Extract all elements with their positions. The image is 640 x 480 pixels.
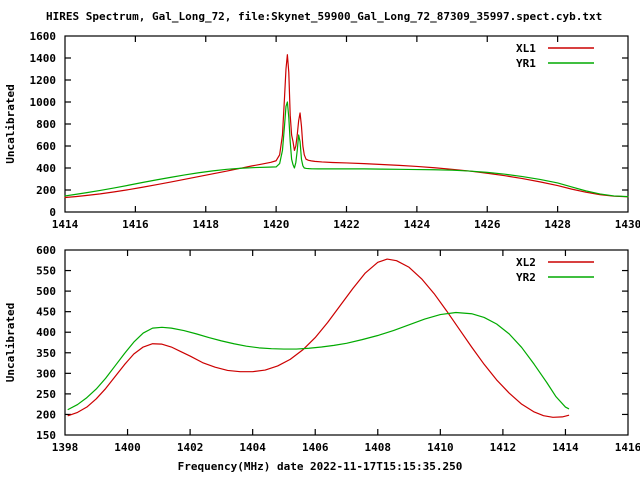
y-tick-label: 550 <box>36 265 56 278</box>
legend-label-xl1: XL1 <box>516 42 536 55</box>
x-tick-label: 1420 <box>263 218 290 231</box>
series-line-yr1 <box>64 101 629 198</box>
y-tick-label: 150 <box>36 429 56 442</box>
x-tick-label: 1428 <box>544 218 571 231</box>
series-line-xl2 <box>67 258 570 418</box>
y-tick-label: 1000 <box>30 96 57 109</box>
y-tick-label: 300 <box>36 367 56 380</box>
x-tick-label: 1412 <box>490 441 517 454</box>
y-tick-label: 600 <box>36 140 56 153</box>
y-tick-label: 500 <box>36 285 56 298</box>
x-tick-label: 1416 <box>615 441 640 454</box>
y-tick-label: 1400 <box>30 52 57 65</box>
y-tick-label: 250 <box>36 388 56 401</box>
y-tick-label: 200 <box>36 184 56 197</box>
y-tick-label: 0 <box>49 206 56 219</box>
x-tick-label: 1404 <box>239 441 266 454</box>
top-panel-group: 1414 1416 1418 1420 1422 1424 1426 1428 1430 0 200… <box>4 30 640 231</box>
legend-label-yr2: YR2 <box>516 271 536 284</box>
y-tick-label: 400 <box>36 162 56 175</box>
y-tick-label: 600 <box>36 244 56 257</box>
x-tick-label: 1400 <box>114 441 141 454</box>
page-title: HIRES Spectrum, Gal_Long_72, file:Skynet… <box>46 10 602 23</box>
legend-label-yr1: YR1 <box>516 57 536 70</box>
legend-label-xl2: XL2 <box>516 256 536 269</box>
x-tick-label: 1416 <box>122 218 149 231</box>
y-axis-label: Uncalibrated <box>4 84 17 163</box>
x-tick-label: 1424 <box>404 218 431 231</box>
y-tick-label: 1600 <box>30 30 57 43</box>
y-tick-label: 400 <box>36 326 56 339</box>
bottom-panel-group: 1398 1400 1402 1404 1406 1408 1410 1412 1414 1416… <box>4 244 640 454</box>
y-tick-label: 350 <box>36 347 56 360</box>
y-tick-label: 450 <box>36 306 56 319</box>
x-tick-label: 1408 <box>365 441 392 454</box>
series-line-yr2 <box>67 311 570 411</box>
x-tick-label: 1398 <box>52 441 79 454</box>
x-tick-label: 1410 <box>427 441 454 454</box>
x-tick-label: 1402 <box>177 441 204 454</box>
y-tick-label: 1200 <box>30 74 57 87</box>
x-tick-label: 1430 <box>615 218 640 231</box>
x-axis-label: Frequency(MHz) date 2022-11-17T15:15:35.… <box>178 460 463 473</box>
x-tick-label: 1422 <box>333 218 360 231</box>
x-tick-label: 1418 <box>193 218 220 231</box>
x-tick-label: 1414 <box>52 218 79 231</box>
plot-frame <box>64 249 629 436</box>
x-tick-label: 1414 <box>552 441 579 454</box>
y-axis-label: Uncalibrated <box>4 303 17 382</box>
x-tick-label: 1406 <box>302 441 329 454</box>
y-tick-label: 800 <box>36 118 56 131</box>
x-tick-label: 1426 <box>474 218 501 231</box>
y-tick-label: 200 <box>36 408 56 421</box>
